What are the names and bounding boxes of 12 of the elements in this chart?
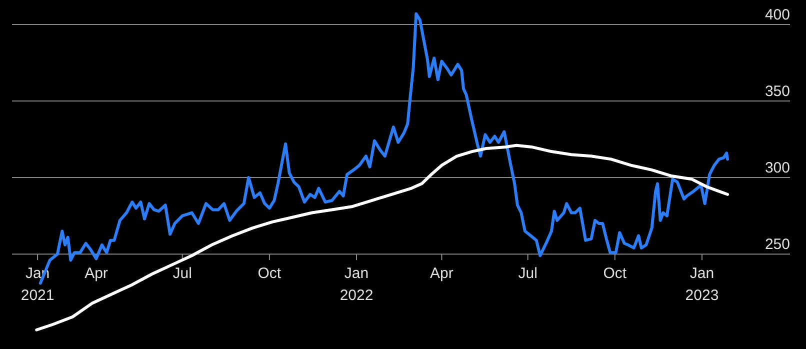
y-tick-label: 350 xyxy=(764,83,790,100)
x-tick-label: Oct xyxy=(603,265,628,282)
x-tick-label: Jul xyxy=(172,265,192,282)
x-tick-label: Apr xyxy=(430,265,454,282)
y-tick-label: 300 xyxy=(764,160,790,177)
x-tick-label: Apr xyxy=(84,265,108,282)
x-tick-label: Jan 2023 xyxy=(685,265,719,304)
x-tick-label: Oct xyxy=(258,265,282,282)
y-tick-label: 250 xyxy=(764,236,790,254)
x-tick-label: Jan 2022 xyxy=(340,265,374,304)
y-tick-label: 400 xyxy=(764,6,790,24)
x-tick-label: Jul xyxy=(518,265,538,282)
